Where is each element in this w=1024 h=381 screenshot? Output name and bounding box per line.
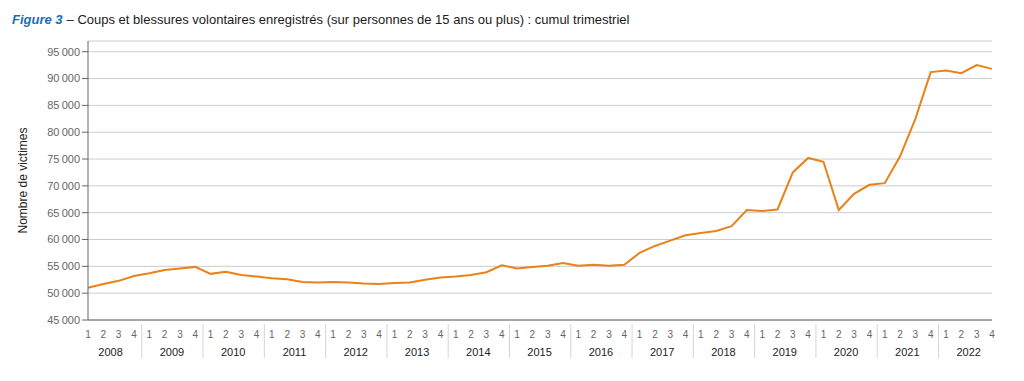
svg-text:1: 1 xyxy=(882,329,888,340)
svg-text:3: 3 xyxy=(851,329,857,340)
svg-text:4: 4 xyxy=(376,329,382,340)
svg-text:90 000: 90 000 xyxy=(47,72,80,84)
svg-text:2: 2 xyxy=(407,329,413,340)
svg-text:4: 4 xyxy=(805,329,811,340)
svg-text:2016: 2016 xyxy=(589,346,613,358)
svg-text:2012: 2012 xyxy=(344,346,368,358)
svg-text:4: 4 xyxy=(560,329,566,340)
svg-text:1: 1 xyxy=(208,329,214,340)
svg-text:3: 3 xyxy=(790,329,796,340)
svg-text:Nombre de victimes: Nombre de victimes xyxy=(16,127,30,233)
svg-text:60 000: 60 000 xyxy=(47,233,80,245)
svg-text:85 000: 85 000 xyxy=(47,99,80,111)
svg-text:2: 2 xyxy=(101,329,107,340)
svg-text:1: 1 xyxy=(576,329,582,340)
svg-text:1: 1 xyxy=(269,329,275,340)
svg-text:4: 4 xyxy=(438,329,444,340)
svg-text:3: 3 xyxy=(606,329,612,340)
svg-text:3: 3 xyxy=(974,329,980,340)
svg-text:2: 2 xyxy=(591,329,597,340)
svg-text:4: 4 xyxy=(683,329,689,340)
svg-text:3: 3 xyxy=(238,329,244,340)
svg-text:1: 1 xyxy=(85,329,91,340)
svg-text:2: 2 xyxy=(162,329,168,340)
svg-text:80 000: 80 000 xyxy=(47,126,80,138)
svg-text:3: 3 xyxy=(729,329,735,340)
svg-text:4: 4 xyxy=(192,329,198,340)
svg-text:2: 2 xyxy=(468,329,474,340)
svg-text:2009: 2009 xyxy=(160,346,184,358)
svg-text:2: 2 xyxy=(652,329,658,340)
svg-text:2022: 2022 xyxy=(956,346,980,358)
svg-text:4: 4 xyxy=(867,329,873,340)
svg-text:55 000: 55 000 xyxy=(47,260,80,272)
svg-text:3: 3 xyxy=(177,329,183,340)
svg-text:4: 4 xyxy=(254,329,260,340)
svg-text:1: 1 xyxy=(637,329,643,340)
svg-text:2013: 2013 xyxy=(405,346,429,358)
svg-text:3: 3 xyxy=(361,329,367,340)
svg-text:3: 3 xyxy=(116,329,122,340)
svg-text:2019: 2019 xyxy=(773,346,797,358)
svg-text:1: 1 xyxy=(147,329,153,340)
svg-text:1: 1 xyxy=(943,329,949,340)
svg-text:70 000: 70 000 xyxy=(47,180,80,192)
svg-text:95 000: 95 000 xyxy=(47,46,80,58)
svg-text:2: 2 xyxy=(284,329,290,340)
svg-text:1: 1 xyxy=(821,329,827,340)
svg-text:2015: 2015 xyxy=(527,346,551,358)
svg-text:3: 3 xyxy=(913,329,919,340)
svg-text:2011: 2011 xyxy=(283,346,307,358)
svg-text:2018: 2018 xyxy=(711,346,735,358)
svg-text:4: 4 xyxy=(928,329,934,340)
svg-text:2: 2 xyxy=(959,329,965,340)
svg-text:2021: 2021 xyxy=(895,346,919,358)
svg-text:3: 3 xyxy=(484,329,490,340)
svg-text:50 000: 50 000 xyxy=(47,287,80,299)
svg-text:1: 1 xyxy=(514,329,520,340)
svg-text:4: 4 xyxy=(131,329,137,340)
svg-text:4: 4 xyxy=(499,329,505,340)
svg-text:3: 3 xyxy=(422,329,428,340)
svg-text:4: 4 xyxy=(744,329,750,340)
svg-text:2: 2 xyxy=(897,329,903,340)
svg-text:2017: 2017 xyxy=(650,346,674,358)
svg-text:2: 2 xyxy=(713,329,719,340)
svg-text:2: 2 xyxy=(836,329,842,340)
svg-text:4: 4 xyxy=(989,329,995,340)
svg-text:3: 3 xyxy=(545,329,551,340)
svg-text:1: 1 xyxy=(698,329,704,340)
svg-text:3: 3 xyxy=(667,329,673,340)
svg-text:2008: 2008 xyxy=(98,346,122,358)
svg-text:1: 1 xyxy=(453,329,459,340)
svg-text:1: 1 xyxy=(759,329,765,340)
svg-text:2: 2 xyxy=(223,329,229,340)
svg-text:1: 1 xyxy=(330,329,336,340)
svg-text:45 000: 45 000 xyxy=(47,314,80,326)
svg-text:2: 2 xyxy=(346,329,352,340)
svg-text:2: 2 xyxy=(775,329,781,340)
svg-text:3: 3 xyxy=(300,329,306,340)
html-text:Figure 3 – Coups et blessures: Figure 3 – Coups et blessures volontaire… xyxy=(12,12,630,27)
svg-text:75 000: 75 000 xyxy=(47,153,80,165)
svg-text:2020: 2020 xyxy=(834,346,858,358)
svg-text:4: 4 xyxy=(621,329,627,340)
svg-text:2014: 2014 xyxy=(466,346,490,358)
svg-text:2010: 2010 xyxy=(221,346,245,358)
svg-text:2: 2 xyxy=(530,329,536,340)
svg-text:1: 1 xyxy=(392,329,398,340)
svg-text:65 000: 65 000 xyxy=(47,207,80,219)
svg-text:4: 4 xyxy=(315,329,321,340)
